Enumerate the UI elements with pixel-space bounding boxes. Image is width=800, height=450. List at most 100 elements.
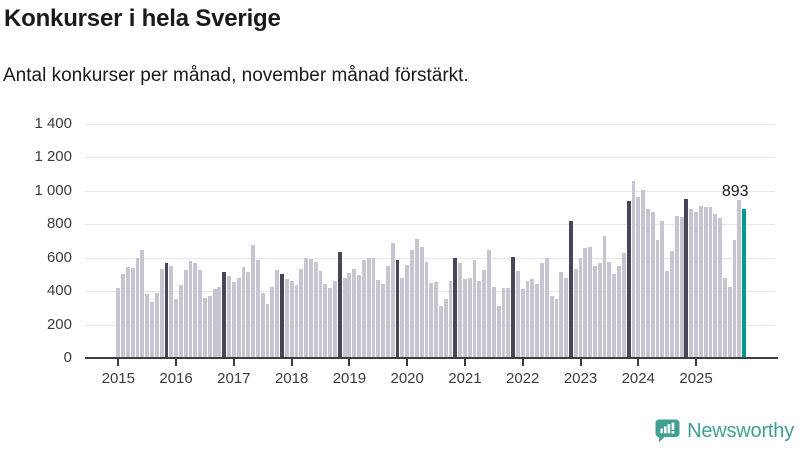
bar [150,301,154,358]
newsworthy-icon [655,419,680,443]
bar [260,292,265,358]
bar [458,262,463,358]
bar [487,250,491,358]
bar [135,257,140,358]
year-label: 2019 [332,370,367,387]
x-tick [637,359,640,366]
bar [390,243,395,358]
bar [318,270,323,358]
bar [376,280,381,358]
y-tick-label: 1 000 [34,181,72,199]
bar [337,251,342,358]
bar [713,214,718,358]
bar [342,277,347,358]
bar [511,256,516,358]
bar [573,269,578,358]
bar [554,298,559,358]
x-tick [348,359,351,366]
gridline [85,224,775,226]
bar [280,274,284,358]
y-tick-label: 800 [46,215,72,233]
bar [535,283,540,358]
y-tick-label: 0 [63,349,72,366]
bar [313,261,318,358]
bar [140,250,145,358]
bar [472,260,477,358]
bar [294,285,299,358]
bar [549,296,554,358]
year-label: 2024 [621,370,655,387]
bar [463,279,467,358]
bar [626,200,631,358]
x-tick [290,359,293,366]
year-label: 2022 [506,370,540,387]
value-annotation: 893 [721,182,749,200]
bar [217,286,222,358]
bar [674,215,679,358]
bar [154,292,159,358]
bar [544,257,549,358]
bar [670,250,674,358]
bar [308,259,313,358]
x-tick [463,359,466,366]
x-tick [117,359,120,366]
y-tick-label: 400 [46,282,72,300]
page-title: Konkurser i hela Sverige [4,5,281,32]
bar [501,287,506,358]
bar [540,262,544,358]
bar [222,271,227,358]
bar [164,262,169,358]
bar [188,260,193,358]
bar [723,277,727,358]
bar [525,281,530,358]
bar [366,257,371,358]
bar [612,274,617,358]
bar [130,268,135,358]
bar [636,197,641,358]
bar [564,277,568,358]
bar [183,270,188,358]
bar [236,277,241,358]
bar [424,261,429,358]
year-label: 2018 [274,370,309,387]
bar [660,220,665,358]
bar [265,304,270,358]
bar [515,270,520,358]
bar [299,269,304,358]
bar [482,270,487,358]
bar [607,261,612,358]
bar [333,281,337,358]
bar [284,279,289,358]
bar [650,211,655,358]
gridline [85,257,775,259]
year-label: 2015 [101,370,135,387]
x-tick [406,359,409,366]
bar [405,265,410,358]
bar [708,207,713,358]
bar [352,269,357,358]
bar [126,266,130,358]
bar [419,246,424,358]
bar [694,212,698,358]
bar [698,205,703,358]
bar [703,206,708,358]
bar [467,277,472,358]
bar [448,281,453,358]
bar [328,287,333,358]
bar [453,258,458,358]
bar [198,270,203,358]
bar [323,283,328,358]
bar [178,285,183,358]
bar [689,209,694,358]
bar [207,296,212,358]
bar [275,270,280,358]
bar [593,265,597,358]
bar [116,287,121,358]
bar [434,281,438,358]
bar [289,281,294,358]
bar [617,265,621,358]
bar [212,289,217,358]
bar [145,293,150,358]
bar [621,253,626,358]
